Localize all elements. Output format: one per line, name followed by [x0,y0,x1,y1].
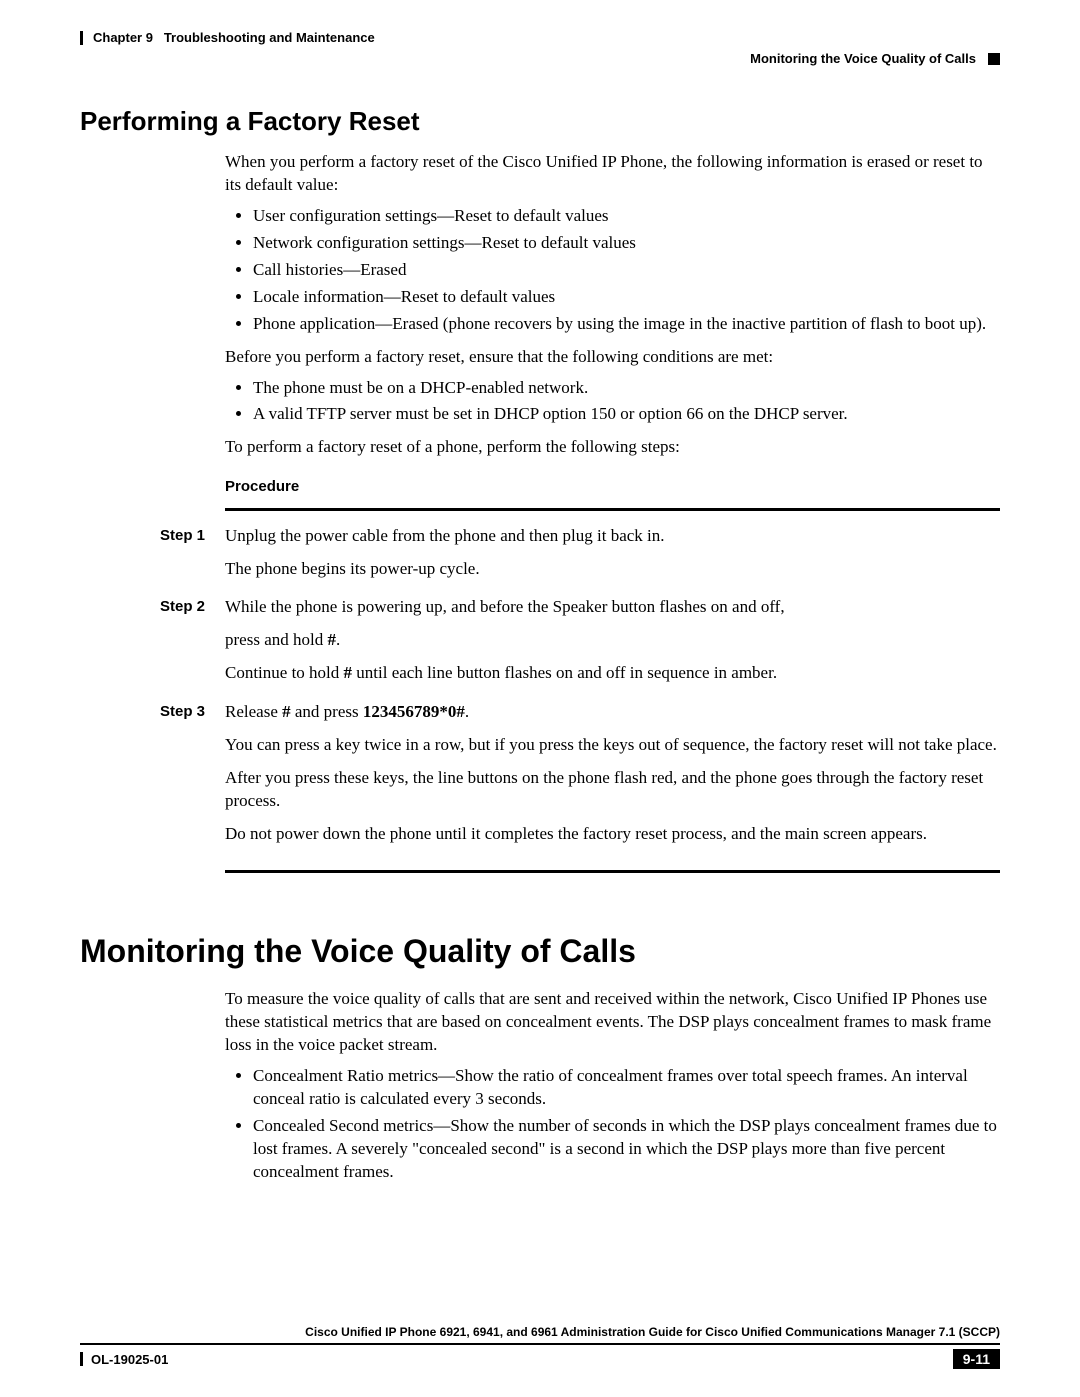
step-row: Step 3 Release # and press 123456789*0#.… [80,701,1000,856]
list-item: Concealed Second metrics—Show the number… [253,1115,1000,1184]
procedure-label: Procedure [225,477,1000,497]
reset-effects-list: User configuration settings—Reset to def… [225,205,1000,336]
procedure-block-end [225,870,1000,873]
step-line: While the phone is powering up, and befo… [225,596,1000,619]
footer-rule [80,1343,1000,1345]
list-item: Concealment Ratio metrics—Show the ratio… [253,1065,1000,1111]
chapter-label: Chapter 9 [93,30,153,45]
section1-body: When you perform a factory reset of the … [225,151,1000,498]
footer-doc-id: OL-19025-01 [91,1352,168,1367]
page-number: 9-11 [953,1349,1000,1369]
list-item: Call histories—Erased [253,259,1000,282]
list-item: User configuration settings—Reset to def… [253,205,1000,228]
running-header-top: Chapter 9 Troubleshooting and Maintenanc… [80,30,1000,45]
step-line: After you press these keys, the line but… [225,767,1000,813]
list-item: Phone application—Erased (phone recovers… [253,313,1000,336]
section-heading-voice-quality: Monitoring the Voice Quality of Calls [80,933,1000,970]
spacer [153,30,164,45]
step-line: You can press a key twice in a row, but … [225,734,1000,757]
step-row: Step 2 While the phone is powering up, a… [80,596,1000,695]
step-body: While the phone is powering up, and befo… [225,596,1000,695]
document-page: Chapter 9 Troubleshooting and Maintenanc… [0,0,1080,1397]
footer-bottom-row: OL-19025-01 9-11 [80,1349,1000,1369]
footer-title: Cisco Unified IP Phone 6921, 6941, and 6… [80,1325,1000,1339]
procedure-rule-top [225,508,1000,511]
step-line: press and hold #. [225,629,1000,652]
step-line: Do not power down the phone until it com… [225,823,1000,846]
page-footer: Cisco Unified IP Phone 6921, 6941, and 6… [80,1325,1000,1369]
step-line: Continue to hold # until each line butto… [225,662,1000,685]
running-header-sub: Monitoring the Voice Quality of Calls [80,51,1000,66]
section-heading-factory-reset: Performing a Factory Reset [80,106,1000,137]
list-item: Locale information—Reset to default valu… [253,286,1000,309]
footer-doc-id-wrap: OL-19025-01 [80,1352,168,1367]
perform-intro: To perform a factory reset of a phone, p… [225,436,1000,459]
list-item: Network configuration settings—Reset to … [253,232,1000,255]
step-line: Unplug the power cable from the phone an… [225,525,1000,548]
preconditions-list: The phone must be on a DHCP-enabled netw… [225,377,1000,427]
step-line: The phone begins its power-up cycle. [225,558,1000,581]
step-row: Step 1 Unplug the power cable from the p… [80,525,1000,591]
list-item: A valid TFTP server must be set in DHCP … [253,403,1000,426]
intro-para: When you perform a factory reset of the … [225,151,1000,197]
section-title: Monitoring the Voice Quality of Calls [750,51,976,66]
step-line: Release # and press 123456789*0#. [225,701,1000,724]
step-label: Step 1 [80,525,225,591]
intro-para: To measure the voice quality of calls th… [225,988,1000,1057]
step-label: Step 2 [80,596,225,695]
procedure-block [225,508,1000,511]
step-body: Unplug the power cable from the phone an… [225,525,1000,591]
header-box-icon [988,53,1000,65]
step-body: Release # and press 123456789*0#. You ca… [225,701,1000,856]
procedure-rule-bottom [225,870,1000,873]
metrics-list: Concealment Ratio metrics—Show the ratio… [225,1065,1000,1184]
list-item: The phone must be on a DHCP-enabled netw… [253,377,1000,400]
footer-bar-icon [80,1352,83,1366]
section2-body: To measure the voice quality of calls th… [225,988,1000,1184]
preconditions-intro: Before you perform a factory reset, ensu… [225,346,1000,369]
procedure-steps: Step 1 Unplug the power cable from the p… [80,525,1000,856]
step-label: Step 3 [80,701,225,856]
chapter-title: Troubleshooting and Maintenance [164,30,375,45]
header-bar-icon [80,31,83,45]
